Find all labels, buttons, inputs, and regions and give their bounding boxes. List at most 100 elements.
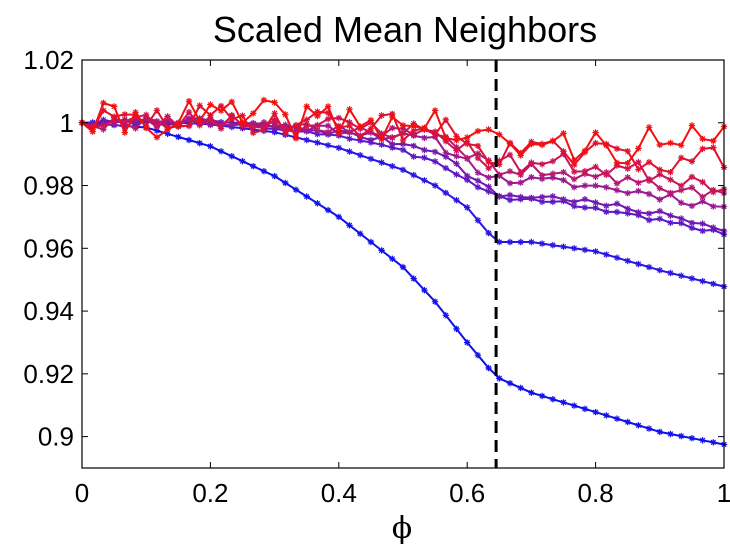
series-point [474, 184, 482, 191]
series-point [121, 129, 128, 136]
series-point [378, 247, 385, 254]
series-point [645, 124, 653, 131]
series-point [292, 186, 300, 193]
series-point [688, 202, 696, 210]
series-point [196, 117, 203, 124]
series-point [132, 125, 139, 132]
series-point [571, 198, 578, 206]
series-point [635, 166, 642, 173]
series-point [207, 143, 214, 150]
series-point [667, 169, 674, 176]
series-point [485, 364, 492, 372]
series-point [710, 224, 717, 231]
series-point [581, 196, 589, 203]
series-point [110, 103, 118, 110]
series-point [667, 212, 674, 219]
series-point [485, 188, 492, 195]
series-point [367, 155, 375, 163]
x-tick-label: 0.6 [449, 478, 485, 508]
y-tick-label: 0.98 [23, 171, 74, 201]
series-point [228, 153, 235, 160]
series-point [132, 109, 139, 116]
series-point [335, 114, 342, 122]
series-point [603, 208, 610, 215]
series-point [645, 425, 653, 432]
series-point [635, 158, 642, 166]
series-point [378, 135, 385, 143]
series-point [431, 158, 439, 165]
series-point [656, 141, 663, 149]
series-point [538, 172, 546, 179]
series-point [207, 101, 214, 108]
y-tick-label: 0.9 [38, 422, 74, 452]
series-point [389, 124, 396, 132]
series-point [485, 126, 492, 133]
series-point [678, 432, 685, 440]
series-point [100, 121, 107, 129]
series-point [538, 141, 546, 149]
series-point [110, 121, 118, 128]
series-point [367, 125, 375, 132]
series-point [603, 251, 610, 258]
series-point [528, 159, 535, 166]
series-point [378, 112, 385, 119]
series-point [164, 126, 171, 133]
series-point [228, 98, 235, 105]
series-point [346, 119, 353, 126]
series-point [346, 135, 353, 142]
series-point [164, 117, 171, 124]
series-point [100, 99, 107, 107]
series-point [549, 242, 556, 249]
series-point [250, 110, 257, 117]
series-point [410, 127, 417, 135]
series-point [688, 122, 696, 129]
series-point [314, 139, 321, 146]
series-point [624, 257, 631, 265]
series-point [656, 215, 663, 222]
series-point [678, 142, 685, 149]
series-point [571, 184, 578, 191]
series-point [453, 325, 460, 333]
series-point [260, 119, 268, 126]
series-point [699, 193, 706, 201]
plot-frame [81, 59, 725, 469]
series-point [303, 116, 310, 123]
series-point [346, 222, 353, 229]
x-tick-label: 1 [717, 478, 730, 508]
series-point [549, 170, 556, 177]
series-point [678, 182, 685, 189]
series-point [506, 191, 514, 199]
series-point [538, 392, 546, 400]
series-point [678, 220, 685, 227]
y-tick-label: 1 [60, 108, 74, 138]
x-tick-label: 0.4 [321, 478, 357, 508]
series-point [678, 154, 685, 161]
series-point [442, 312, 449, 319]
series-point [485, 183, 492, 190]
series-point [250, 163, 257, 170]
series-point [431, 131, 439, 138]
series-point [282, 179, 289, 187]
series-point [143, 111, 150, 118]
series-point [571, 161, 578, 169]
series-point [710, 137, 717, 145]
series-point [153, 134, 161, 141]
series-point [153, 107, 161, 114]
series-point [185, 115, 193, 123]
series-point [645, 263, 653, 271]
series-point [89, 128, 96, 135]
series-point [442, 149, 449, 156]
chart-title: Scaled Mean Neighbors [213, 9, 597, 50]
series-point [571, 245, 578, 252]
series-point [239, 158, 246, 165]
series-point [431, 107, 439, 114]
series-point [442, 116, 449, 123]
series-point [399, 146, 407, 154]
series-point [464, 204, 471, 211]
series-point [153, 122, 161, 129]
series-point [324, 122, 332, 129]
series-point [581, 182, 589, 189]
series-point [560, 399, 567, 406]
series-point [496, 193, 503, 200]
x-tick-label: 0.2 [192, 478, 228, 508]
